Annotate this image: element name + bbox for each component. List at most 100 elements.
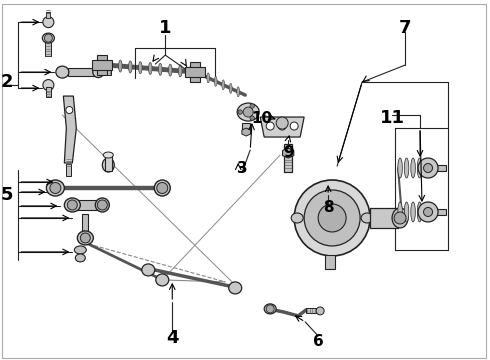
Circle shape	[278, 122, 286, 130]
Bar	[434, 165, 446, 171]
Circle shape	[157, 183, 168, 193]
Ellipse shape	[417, 202, 422, 222]
Polygon shape	[63, 96, 76, 163]
Ellipse shape	[154, 180, 170, 196]
Ellipse shape	[56, 66, 69, 78]
Bar	[66, 164, 71, 176]
Ellipse shape	[102, 158, 114, 172]
Bar	[82, 214, 88, 236]
Ellipse shape	[237, 103, 259, 121]
Text: 7: 7	[399, 19, 411, 37]
Text: 5: 5	[0, 186, 13, 204]
Circle shape	[423, 207, 433, 216]
Circle shape	[50, 183, 61, 193]
Circle shape	[45, 34, 52, 42]
Text: 9: 9	[283, 144, 294, 159]
Text: 1: 1	[159, 19, 171, 37]
Circle shape	[266, 305, 274, 313]
Bar	[284, 144, 292, 172]
Ellipse shape	[411, 158, 416, 178]
Bar	[185, 67, 205, 77]
Ellipse shape	[128, 61, 132, 73]
Circle shape	[318, 204, 346, 232]
Ellipse shape	[142, 264, 155, 276]
Ellipse shape	[47, 180, 64, 196]
Bar	[306, 309, 318, 314]
Ellipse shape	[96, 198, 109, 212]
Ellipse shape	[77, 231, 93, 245]
Ellipse shape	[159, 63, 162, 75]
Ellipse shape	[291, 213, 303, 223]
Ellipse shape	[74, 246, 86, 254]
Bar	[46, 40, 51, 56]
Ellipse shape	[103, 152, 113, 158]
Ellipse shape	[42, 33, 54, 43]
Ellipse shape	[156, 274, 169, 286]
Polygon shape	[242, 128, 250, 136]
Bar	[101, 69, 111, 75]
Bar	[434, 209, 446, 215]
Ellipse shape	[222, 80, 224, 90]
Bar	[105, 153, 112, 171]
Ellipse shape	[93, 67, 104, 78]
Bar	[46, 87, 51, 97]
Circle shape	[43, 17, 54, 28]
Circle shape	[250, 104, 254, 108]
Text: 2: 2	[0, 73, 13, 91]
Circle shape	[418, 202, 438, 222]
Ellipse shape	[411, 202, 416, 222]
Bar	[370, 208, 398, 228]
Circle shape	[394, 212, 406, 224]
Ellipse shape	[169, 64, 172, 76]
Circle shape	[294, 180, 370, 256]
Circle shape	[276, 117, 288, 129]
Ellipse shape	[75, 254, 85, 262]
Bar	[190, 62, 200, 82]
Ellipse shape	[398, 202, 402, 222]
Circle shape	[238, 110, 243, 114]
Text: 8: 8	[323, 201, 334, 216]
Text: 6: 6	[313, 334, 323, 349]
Text: 11: 11	[380, 109, 405, 127]
Bar	[242, 123, 250, 133]
Ellipse shape	[188, 65, 202, 79]
Ellipse shape	[264, 304, 276, 314]
Circle shape	[43, 80, 54, 91]
Circle shape	[304, 190, 360, 246]
Ellipse shape	[207, 73, 210, 83]
Polygon shape	[283, 148, 294, 158]
Ellipse shape	[139, 62, 142, 74]
Ellipse shape	[404, 158, 409, 178]
Circle shape	[66, 107, 73, 113]
Ellipse shape	[178, 65, 182, 77]
Circle shape	[266, 122, 274, 130]
Bar	[98, 55, 107, 75]
Bar	[325, 255, 335, 269]
Circle shape	[423, 163, 433, 172]
Ellipse shape	[119, 60, 122, 72]
Bar	[47, 12, 50, 18]
Bar	[68, 68, 97, 76]
Ellipse shape	[417, 158, 422, 178]
Circle shape	[98, 200, 107, 210]
Circle shape	[80, 233, 90, 243]
Text: 10: 10	[252, 111, 273, 126]
Ellipse shape	[148, 63, 152, 75]
Ellipse shape	[96, 58, 109, 72]
Ellipse shape	[398, 158, 402, 178]
Ellipse shape	[64, 198, 80, 212]
Ellipse shape	[404, 202, 409, 222]
Circle shape	[290, 122, 298, 130]
Bar	[92, 60, 112, 70]
Bar	[70, 200, 101, 210]
Circle shape	[243, 107, 253, 117]
Ellipse shape	[361, 213, 373, 223]
Circle shape	[67, 200, 77, 210]
Text: 3: 3	[237, 161, 247, 176]
Ellipse shape	[392, 208, 408, 228]
Ellipse shape	[214, 76, 217, 86]
Ellipse shape	[237, 87, 240, 97]
Ellipse shape	[229, 83, 232, 93]
Circle shape	[418, 158, 438, 178]
Circle shape	[316, 307, 324, 315]
